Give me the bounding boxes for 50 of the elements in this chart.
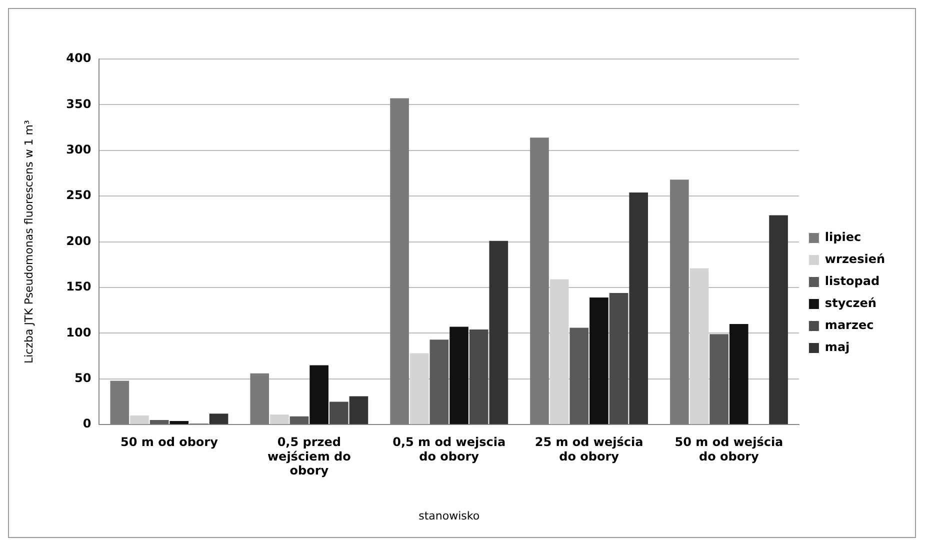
bar xyxy=(690,268,709,424)
bar xyxy=(130,415,149,424)
x-tick-label: 25 m od wejścia do obory xyxy=(534,434,644,464)
y-tick-label: 200 xyxy=(66,234,92,248)
bar xyxy=(570,328,589,424)
y-axis-title: Liczba JTK Pseudomonas fluorescens w 1 m³ xyxy=(22,120,36,364)
y-tick-label: 0 xyxy=(82,416,92,431)
y-tick-label: 50 xyxy=(74,371,92,386)
x-tick-label: 0,5 przed wejściem do obory xyxy=(267,434,351,478)
legend-label: marzec xyxy=(824,318,874,332)
y-tick-label: 250 xyxy=(66,188,92,202)
bar xyxy=(110,380,130,424)
x-tick-label: 50 m od wejścia do obory xyxy=(674,434,784,464)
bar xyxy=(329,402,348,424)
y-tick-label: 400 xyxy=(66,51,92,66)
bar xyxy=(550,279,569,424)
x-tick-label: 50 m od obory xyxy=(120,434,218,449)
y-tick-label: 150 xyxy=(66,280,92,294)
bar xyxy=(469,330,488,424)
bar xyxy=(670,180,689,424)
bar xyxy=(430,340,449,424)
bar xyxy=(590,298,608,424)
bar xyxy=(150,420,169,424)
bar xyxy=(629,192,648,424)
bar xyxy=(170,420,189,424)
legend-label: maj xyxy=(824,340,850,354)
bar xyxy=(390,98,409,424)
bar xyxy=(530,138,549,424)
bar xyxy=(769,215,788,424)
x-axis-title: stanowisko xyxy=(418,509,480,522)
bar xyxy=(310,365,328,424)
bar xyxy=(349,396,368,424)
bar xyxy=(209,414,228,424)
bar xyxy=(710,334,728,424)
legend-label: styczeń xyxy=(824,296,876,310)
bar xyxy=(729,324,748,424)
legend-label: wrzesień xyxy=(824,252,886,266)
legend-label: lipiec xyxy=(824,230,862,244)
y-tick-label: 300 xyxy=(66,142,92,157)
legend-label: listopad xyxy=(824,274,880,288)
bar xyxy=(270,414,289,424)
bar xyxy=(410,353,429,424)
bar xyxy=(450,326,468,424)
y-tick-label: 100 xyxy=(66,325,92,340)
bar xyxy=(609,292,628,424)
y-tick-label: 350 xyxy=(66,96,92,111)
x-tick-label: 0,5 m od wejscia do obory xyxy=(392,434,506,464)
bar xyxy=(250,373,270,424)
bar xyxy=(489,240,508,424)
bar xyxy=(290,416,309,424)
